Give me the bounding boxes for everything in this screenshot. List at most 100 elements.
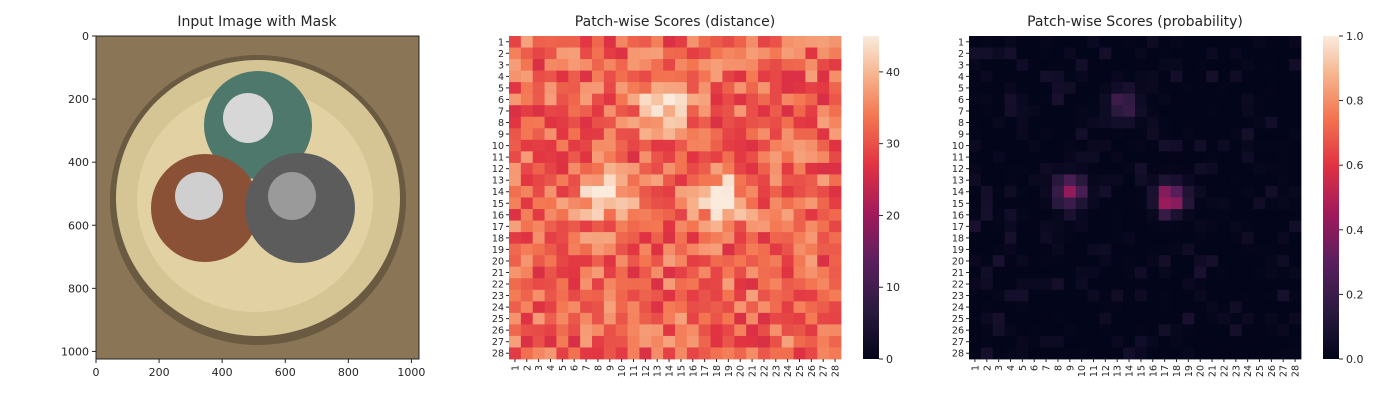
heatmap-cell — [663, 220, 676, 233]
heatmap-cell — [556, 312, 569, 325]
heatmap-cell — [580, 301, 593, 314]
heatmap-cell — [556, 139, 569, 152]
heatmap-cell — [734, 220, 747, 233]
heatmap-cell — [734, 278, 747, 291]
heatmap-cell — [1099, 59, 1112, 72]
heatmap-cell — [1146, 278, 1160, 291]
heatmap-cell — [769, 47, 783, 60]
panel3-title: Patch-wise Scores (probability) — [1027, 14, 1243, 30]
row-tick-label: 1 — [958, 37, 964, 48]
heatmap-cell — [1289, 197, 1302, 210]
heatmap-cell — [675, 185, 688, 198]
col-tick-label: 7 — [582, 365, 593, 371]
heatmap-cell — [592, 70, 605, 83]
heatmap-cell — [603, 93, 617, 106]
heatmap-cell — [1111, 347, 1124, 360]
heatmap-cell — [651, 82, 664, 95]
heatmap-cell — [992, 82, 1005, 95]
heatmap-cell — [1135, 128, 1148, 141]
heatmap-cell — [532, 278, 545, 291]
heatmap-cell — [746, 347, 759, 360]
heatmap-cell — [1182, 151, 1195, 164]
heatmap-cell — [651, 197, 664, 210]
heatmap-cell — [568, 232, 581, 245]
heatmap-cell — [1289, 301, 1302, 314]
heatmap-cell — [615, 347, 628, 360]
heatmap-cell — [1241, 105, 1254, 118]
heatmap-cell — [663, 105, 676, 118]
col-tick-label: 24 — [1243, 365, 1254, 377]
heatmap-cell — [1229, 82, 1243, 95]
heatmap-cell — [1052, 139, 1065, 152]
heatmap-cell — [1229, 232, 1243, 245]
heatmap-cell — [1170, 324, 1183, 337]
heatmap-cell — [520, 116, 534, 129]
col-tick-label: 25 — [795, 365, 806, 377]
heatmap-cell — [1135, 82, 1148, 95]
heatmap-cell — [1182, 93, 1195, 106]
heatmap-cell — [509, 162, 522, 175]
heatmap-cell — [1289, 347, 1302, 360]
heatmap-cell — [1135, 151, 1148, 164]
heatmap-cell — [1052, 82, 1065, 95]
row-tick-label: 22 — [492, 280, 504, 291]
heatmap-cell — [1289, 324, 1302, 337]
image-frame — [95, 35, 420, 360]
heatmap-cell — [1170, 36, 1183, 48]
heatmap-cell — [1229, 151, 1243, 164]
heatmap-cell — [686, 36, 700, 48]
heatmap-cell — [532, 128, 545, 141]
heatmap-cell — [1158, 255, 1171, 268]
heatmap-cell — [603, 301, 617, 314]
heatmap-cell — [980, 47, 994, 60]
heatmap-cell — [615, 174, 628, 187]
heatmap-cell — [1253, 324, 1266, 337]
heatmap-cell — [1063, 347, 1077, 360]
heatmap-cell — [769, 324, 783, 337]
heatmap-cell — [1170, 278, 1183, 291]
heatmap-cell — [969, 116, 982, 129]
heatmap-cell — [1146, 209, 1160, 221]
heatmap-cell — [1146, 59, 1160, 72]
heatmap-cell — [639, 93, 652, 106]
heatmap-cell — [1040, 70, 1053, 83]
heatmap-cell — [1265, 301, 1278, 314]
heatmap-cell — [710, 128, 723, 141]
heatmap-cell — [1253, 36, 1266, 48]
heatmap-cell — [1016, 151, 1029, 164]
heatmap-cell — [1063, 116, 1077, 129]
heatmap-cell — [1158, 335, 1171, 348]
heatmap-cell — [722, 59, 735, 72]
heatmap-cell — [992, 301, 1005, 314]
heatmap-cell — [1182, 312, 1195, 325]
heatmap-cell — [639, 289, 652, 302]
heatmap-cell — [1111, 185, 1124, 198]
heatmap-cell — [1146, 266, 1160, 279]
heatmap-cell — [1135, 162, 1148, 175]
heatmap-cell — [734, 335, 747, 348]
heatmap-cell — [592, 105, 605, 118]
heatmap-cell — [663, 93, 676, 106]
heatmap-cell — [1253, 301, 1266, 314]
heatmap-cell — [769, 232, 783, 245]
heatmap-cell — [603, 47, 617, 60]
heatmap-cell — [556, 59, 569, 72]
heatmap-cell — [698, 70, 711, 83]
heatmap-cell — [1016, 324, 1029, 337]
heatmap-cell — [1004, 36, 1017, 48]
heatmap-cell — [805, 105, 818, 118]
heatmap-cell — [1229, 278, 1243, 291]
heatmap-cell — [1206, 36, 1219, 48]
heatmap-cell — [592, 116, 605, 129]
heatmap-cell — [1099, 162, 1112, 175]
heatmap-cell — [686, 47, 700, 60]
heatmap-cell — [1099, 324, 1112, 337]
heatmap-cell — [651, 162, 664, 175]
heatmap-cell — [781, 36, 794, 48]
heatmap-cell — [1040, 243, 1053, 256]
heatmap-cell — [532, 312, 545, 325]
heatmap-cell — [580, 128, 593, 141]
heatmap-cell — [592, 278, 605, 291]
heatmap-cell — [710, 139, 723, 152]
heatmap-cell — [1229, 289, 1243, 302]
